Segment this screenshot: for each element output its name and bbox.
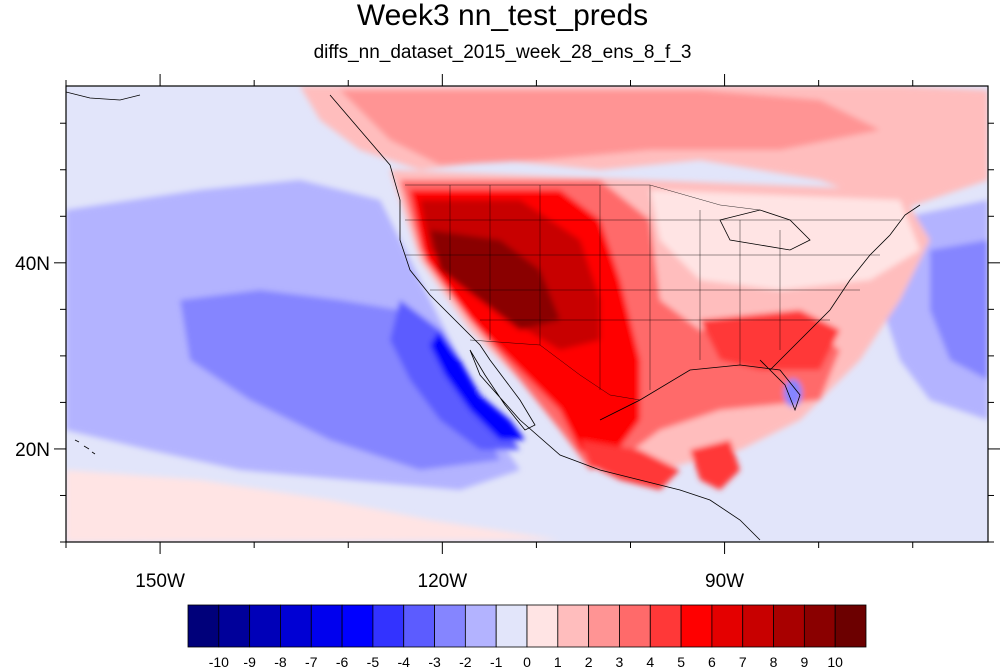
colorbar-label: -1 [490,654,503,670]
colorbar-label: -3 [428,654,441,670]
us-mexico-border [469,339,641,401]
field-region-florida-blue [784,379,802,407]
colorbar-label: -4 [398,654,411,670]
y-tick-label: 40N [15,254,50,275]
colorbar-swatch [495,604,528,648]
map-field [66,86,988,542]
colorbar-label: 6 [708,654,716,670]
field-region-mexico-red [580,440,680,490]
colorbar-swatch [834,604,867,648]
colorbar-label: 2 [585,654,593,670]
colorbar-swatch [742,604,774,648]
field-region-tropical-pink [66,470,560,542]
colorbar-swatch [434,604,466,648]
map-ticks [54,74,1000,554]
atlantic-coastline [769,204,921,371]
colorbar-swatch [557,604,590,648]
colorbar-swatch [464,604,497,648]
colorbar-label: -10 [209,654,229,670]
state-lines-horizontal [405,219,900,321]
y-tick-label: 20N [15,440,50,461]
map-frame [65,85,989,543]
us-canada-border [405,184,761,211]
colorbar-swatch [372,604,405,648]
colorbar-swatch [803,604,836,648]
gulf-coastline [599,359,801,421]
colorbar-swatch [680,604,713,648]
plot-subtitle: diffs_nn_dataset_2015_week_28_ens_8_f_3 [313,42,692,63]
great-lakes [719,209,811,251]
field-region-canada-red [340,90,880,165]
colorbar-label: 1 [554,654,562,670]
colorbar-label: -9 [243,654,256,670]
x-tick-label: 150W [135,571,185,592]
colorbar-swatch [280,604,312,648]
colorbar-label: 3 [616,654,624,670]
state-boundaries [405,184,900,401]
colorbar-label: -2 [459,654,472,670]
colorbar-label: 9 [800,654,808,670]
north-america-coastline [329,94,761,541]
colorbar-swatch [588,604,620,648]
colorbar-label: 0 [523,654,531,670]
colorbar-swatch [341,604,374,648]
colorbar-label: 5 [677,654,685,670]
colorbar-swatch [403,604,435,648]
coastlines [66,91,921,541]
colorbar-swatch [711,604,744,648]
colorbar-label: 7 [739,654,747,670]
alaska-coast [66,91,141,101]
colorbar-label: -5 [367,654,380,670]
hawaii-islands [74,439,96,455]
colorbar-swatch [249,604,281,648]
colorbar-swatch [526,604,559,648]
colorbar-label: 8 [770,654,778,670]
field-region-southeast-red [700,310,840,370]
colorbar-label: -8 [274,654,287,670]
axis-labels: 150W 120W 90W 40N 20N [15,254,744,592]
colorbar-swatch [619,604,651,648]
x-tick-label: 120W [418,571,468,592]
colorbar-swatch [773,604,805,648]
field-region-yucatan-red [690,440,740,490]
state-lines-vertical [449,185,781,390]
colorbar-swatch [218,604,251,648]
field-region-pacific-blue-4 [430,330,525,440]
field-region-northeast-light [650,190,920,290]
colorbar-label: -7 [305,654,318,670]
colorbar-swatch [649,604,682,648]
colorbar-swatch [187,604,220,648]
colorbar-label: 10 [827,654,843,670]
plot-title: Week3 nn_test_preds [356,0,649,32]
colorbar-swatch [310,604,343,648]
colorbar-label: -6 [336,654,349,670]
x-tick-label: 90W [705,571,744,592]
colorbar: -10 -9 -8 -7 -6 -5 -4 -3 -2 -1 0 1 2 3 4 5 6 7 8 9 10 [187,604,867,670]
field-region-atlantic-blue-2 [930,240,988,380]
colorbar-label: 4 [646,654,654,670]
